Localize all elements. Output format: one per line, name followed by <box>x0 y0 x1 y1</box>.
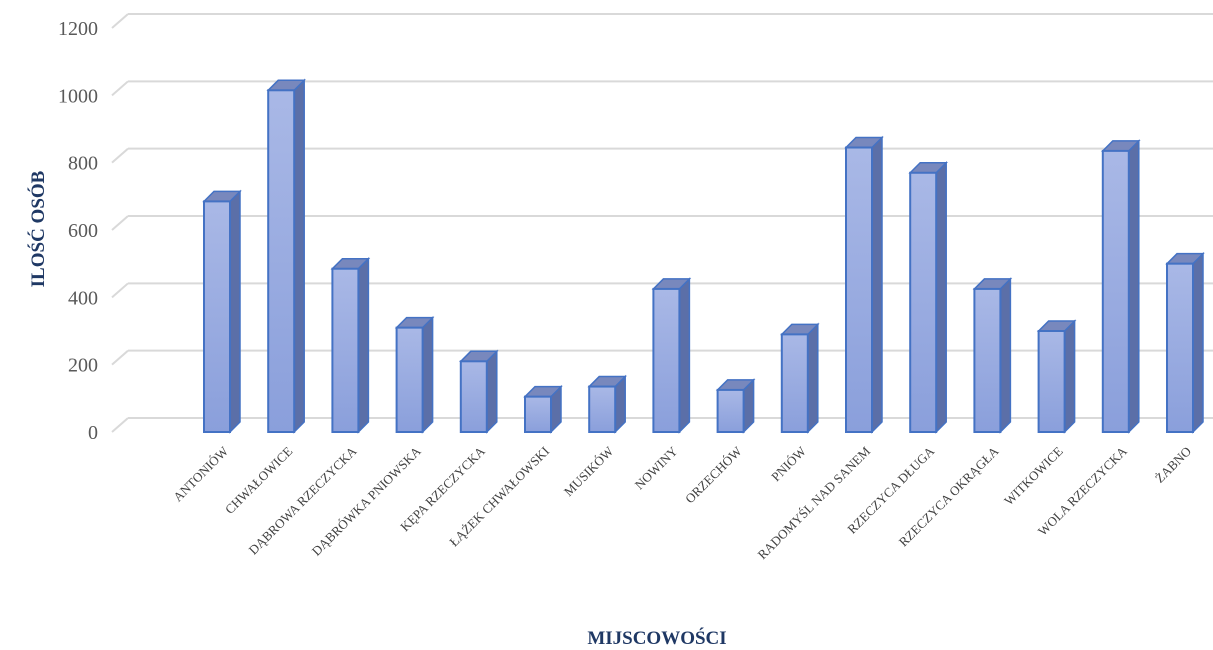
gridline-depth <box>111 215 129 231</box>
bar-front <box>1101 149 1130 433</box>
gridline-depth <box>111 417 129 433</box>
x-tick-label: ORZECHÓW <box>682 443 745 506</box>
bar-side <box>229 189 241 434</box>
x-tick-label: PNIÓW <box>768 443 809 484</box>
gridline-depth <box>111 282 129 299</box>
x-tick-label: CHWAŁOWICE <box>222 443 295 516</box>
bar-front <box>203 200 231 433</box>
bar-front <box>845 146 873 433</box>
bar-side <box>1063 319 1076 434</box>
bar-side <box>357 256 370 434</box>
y-tick-label: 200 <box>68 355 98 377</box>
bar-front <box>1166 262 1194 433</box>
y-axis-ticks: 0 200 400 600 800 1000 1200 <box>58 18 98 444</box>
bars <box>202 78 1205 434</box>
x-tick-label: ŻABNO <box>1152 444 1194 486</box>
bar-side <box>807 322 819 434</box>
bar <box>587 374 628 434</box>
y-tick-label: 400 <box>68 287 98 309</box>
y-tick-label: 1200 <box>58 18 98 40</box>
x-tick-label: DĄBROWA RZECZYCKA <box>245 443 359 557</box>
y-tick-label: 800 <box>68 153 98 175</box>
y-tick-label: 0 <box>88 422 98 444</box>
bar <box>651 277 692 434</box>
y-tick-label: 600 <box>68 220 98 242</box>
gridline-depth <box>111 349 129 366</box>
bar <box>972 277 1013 434</box>
bar-side <box>1128 139 1140 434</box>
bar <box>1165 251 1205 434</box>
gridline-depth <box>111 13 129 29</box>
bar-front <box>973 287 1002 433</box>
bar <box>1100 139 1141 434</box>
bar-front <box>524 395 552 433</box>
bar-side <box>678 277 691 434</box>
bar-front <box>652 287 681 433</box>
gridline-depth <box>111 80 129 97</box>
bar-front <box>716 388 745 433</box>
bar-front <box>588 385 617 433</box>
x-tick-label: NOWINY <box>632 443 681 492</box>
bar-front <box>909 171 938 433</box>
bar <box>844 135 884 434</box>
bar-side <box>421 315 434 434</box>
y-axis-title: ILOŚĆ OSÓB <box>27 170 49 287</box>
bar <box>908 160 949 434</box>
y-tick-label: 1000 <box>58 85 98 107</box>
bar <box>715 378 756 434</box>
bar-side <box>935 160 947 434</box>
bar-front <box>267 89 296 434</box>
bar-front <box>1037 330 1066 433</box>
x-tick-label: WITKOWICE <box>1001 443 1066 508</box>
bar <box>202 189 242 434</box>
x-tick-label: MUSIKÓW <box>561 443 617 499</box>
bar-front <box>780 333 809 433</box>
x-tick-label: ANTONIÓW <box>170 443 232 505</box>
bar <box>330 256 371 434</box>
bar <box>394 315 435 434</box>
bar <box>779 322 820 434</box>
bar-side <box>486 349 498 434</box>
x-tick-label: RADOMYŚL NAD SANEM <box>755 443 874 562</box>
bar-side <box>871 135 883 434</box>
bar <box>1036 319 1077 434</box>
bar <box>266 78 307 434</box>
bar-side <box>293 78 305 434</box>
bar-side <box>1192 251 1204 434</box>
gridline-depth <box>111 147 129 164</box>
bar <box>458 349 499 434</box>
bar-front <box>331 267 360 434</box>
bar-front <box>395 326 424 433</box>
x-tick-label: DĄBRÓWKA PNIOWSKA <box>309 443 424 558</box>
x-axis-title: MIJSCOWOŚCI <box>587 627 726 649</box>
bar <box>523 384 563 434</box>
bar-side <box>999 277 1012 434</box>
bar-front <box>459 360 488 433</box>
